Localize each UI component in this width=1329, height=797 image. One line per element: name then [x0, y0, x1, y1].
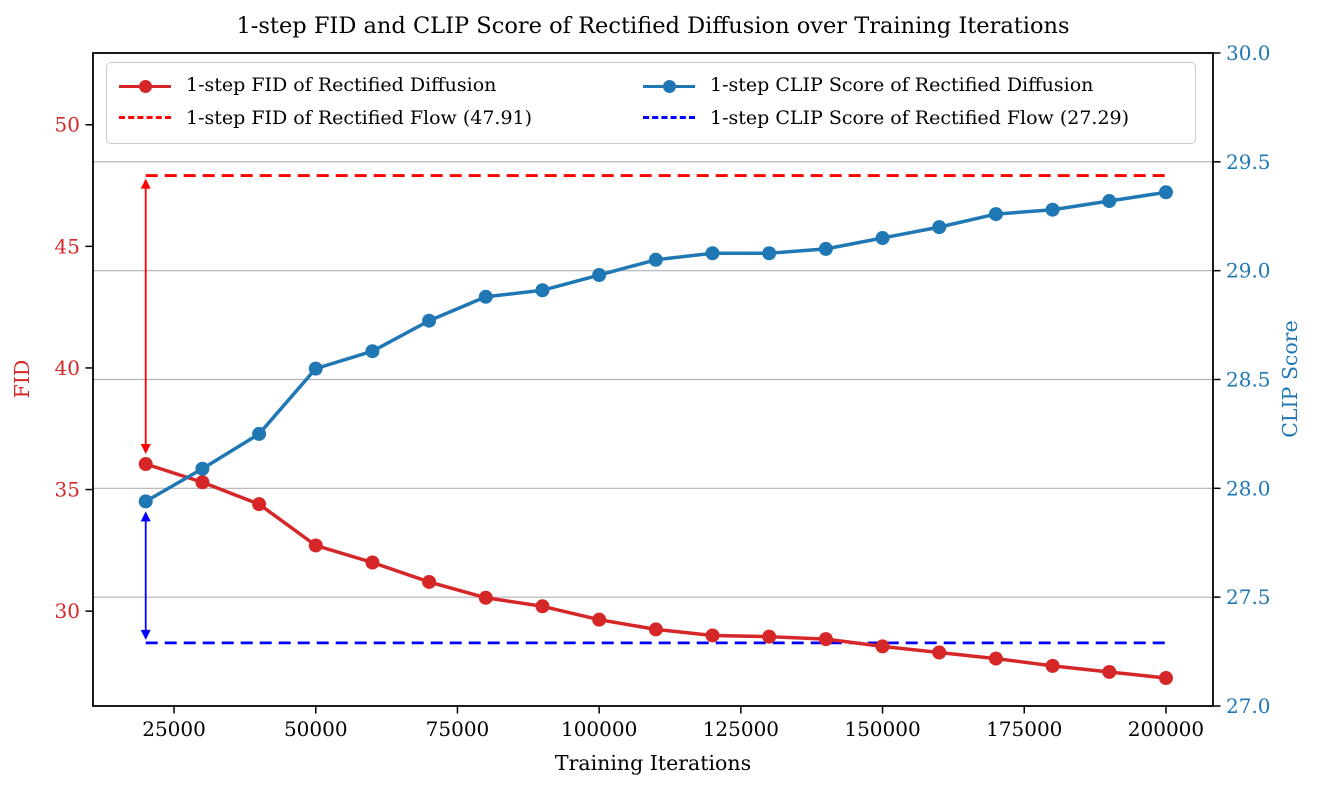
clip-marker [308, 361, 323, 376]
fid-marker [535, 599, 550, 614]
fid-marker [308, 538, 323, 553]
clip-marker [365, 344, 380, 359]
legend-sample-dashed-line [643, 113, 695, 127]
x-tick-label: 150000 [844, 717, 920, 741]
clip-marker [818, 241, 833, 256]
grid-layer [93, 161, 1213, 598]
fid-tick-label: 30 [55, 599, 80, 623]
arrow-head-up [140, 178, 151, 189]
series-layer [138, 174, 1173, 686]
clip-marker [252, 426, 267, 441]
fid-gap-arrow [140, 178, 151, 455]
legend-sample-line-marker [643, 80, 695, 94]
fid-tick-label: 35 [55, 478, 80, 502]
clip-axis-label: CLIP Score [1278, 320, 1302, 438]
fid-tick-label: 50 [55, 113, 80, 137]
clip-tick-label: 29.5 [1226, 150, 1271, 174]
clip-marker [988, 207, 1003, 222]
x-tick-label: 200000 [1128, 717, 1204, 741]
fid-marker [932, 645, 947, 660]
x-tick-label: 50000 [284, 717, 348, 741]
x-tick-label: 25000 [142, 717, 206, 741]
fid-marker [1045, 658, 1060, 673]
fid-marker [138, 457, 153, 472]
clip-marker [195, 461, 210, 476]
fid-marker [592, 612, 607, 627]
chart-title: 1-step FID and CLIP Score of Rectified D… [236, 13, 1069, 39]
arrow-head-down [140, 629, 151, 640]
fid-tick-label: 40 [55, 356, 80, 380]
x-tick-label: 75000 [426, 717, 490, 741]
x-tick-label: 100000 [561, 717, 637, 741]
legend-entry: 1-step FID of Rectified Diffusion [119, 70, 643, 103]
clip-tick-label: 28.0 [1226, 476, 1271, 500]
fid-marker [762, 629, 777, 644]
clip-marker [932, 220, 947, 235]
fid-marker [365, 555, 380, 570]
legend-label: 1-step FID of Rectified Diffusion [186, 74, 497, 96]
fid-tick-label: 45 [55, 234, 80, 258]
clip-marker [875, 231, 890, 246]
fid-marker [252, 497, 267, 512]
arrow-head-up [140, 511, 151, 522]
clip-tick-label: 29.0 [1226, 259, 1271, 283]
clip-marker [648, 252, 663, 267]
x-axis-label: Training Iterations [555, 751, 751, 775]
fid-marker [705, 628, 720, 643]
fid-marker [1158, 671, 1173, 686]
arrow-head-down [140, 444, 151, 455]
clip-tick-label: 27.5 [1226, 585, 1271, 609]
clip-marker [1102, 194, 1117, 209]
clip-marker [592, 268, 607, 283]
clip-marker [1158, 185, 1173, 200]
clip-marker [762, 246, 777, 261]
legend-sample-line-marker [119, 80, 171, 94]
fid-marker [988, 651, 1003, 666]
legend-label: 1-step CLIP Score of Rectified Flow (27.… [710, 107, 1130, 129]
legend-entry: 1-step CLIP Score of Rectified Diffusion [643, 70, 1183, 103]
legend-entry: 1-step FID of Rectified Flow (47.91) [119, 103, 643, 136]
clip-series-line [144, 190, 1167, 503]
axis-layer: 30 35 40 45 50 27.0 27.5 28.0 28.5 29.0 29.5 30.0 25… [55, 41, 1271, 741]
x-tick-label: 175000 [986, 717, 1062, 741]
clip-gap-arrow [140, 511, 151, 640]
clip-marker [478, 289, 493, 304]
legend-label: 1-step FID of Rectified Flow (47.91) [186, 107, 533, 129]
legend: 1-step FID of Rectified Diffusion 1-step … [106, 62, 1196, 144]
clip-tick-label: 30.0 [1226, 41, 1271, 65]
fid-marker [195, 475, 210, 490]
fid-marker [478, 590, 493, 605]
clip-tick-label: 27.0 [1226, 694, 1271, 718]
legend-sample-dashed-line [119, 113, 171, 127]
fid-marker [1102, 664, 1117, 679]
fid-marker [648, 622, 663, 637]
fid-marker [818, 632, 833, 647]
fid-marker [875, 639, 890, 654]
clip-marker [422, 313, 437, 328]
fid-series-line [145, 462, 1167, 680]
clip-marker [138, 494, 153, 509]
clip-marker [705, 246, 720, 261]
legend-entry: 1-step CLIP Score of Rectified Flow (27.… [643, 103, 1183, 136]
clip-tick-label: 28.5 [1226, 368, 1271, 392]
legend-label: 1-step CLIP Score of Rectified Diffusion [710, 74, 1094, 96]
fid-axis-label: FID [10, 360, 34, 399]
clip-marker [1045, 202, 1060, 217]
clip-marker [535, 283, 550, 298]
x-tick-label: 125000 [703, 717, 779, 741]
fid-marker [422, 574, 437, 589]
